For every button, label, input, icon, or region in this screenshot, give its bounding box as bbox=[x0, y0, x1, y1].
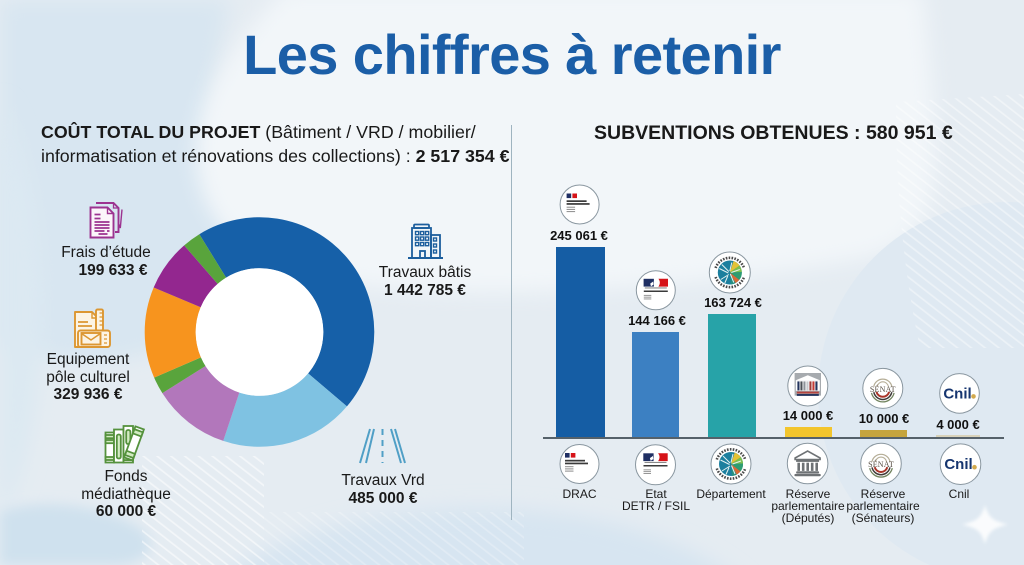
svg-text:Cnil: Cnil bbox=[943, 385, 971, 402]
svg-text:SÉNAT: SÉNAT bbox=[870, 384, 896, 394]
svg-text:SÉNAT: SÉNAT bbox=[868, 459, 894, 469]
svg-text:Cnil: Cnil bbox=[944, 456, 972, 473]
